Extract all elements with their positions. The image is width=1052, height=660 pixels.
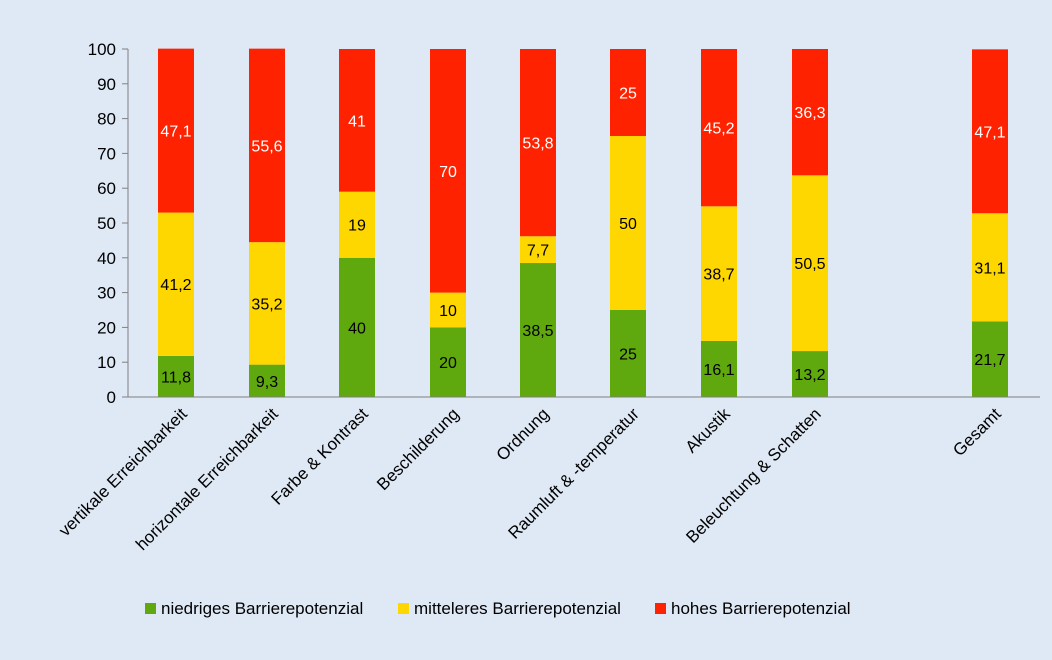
data-label: 41 — [348, 113, 366, 130]
legend: niedriges Barrierepotenzial mitteleres Ba… — [145, 599, 851, 618]
bars: 11,8 41,2 47,1 9,3 35,2 55,6 40 19 41 20 10 70 38,5 7… — [158, 48, 1008, 397]
data-label: 50,5 — [794, 256, 825, 273]
y-tick-label: 100 — [88, 40, 116, 59]
bar-segment — [610, 136, 646, 310]
data-label: 35,2 — [251, 296, 282, 313]
data-label: 19 — [348, 218, 366, 235]
bar-segment — [158, 48, 194, 213]
y-axis: 0 10 20 30 40 50 60 70 80 90 100 — [88, 40, 129, 407]
bar-segment — [249, 48, 285, 243]
bar-segment — [701, 340, 737, 397]
bar-segment — [249, 242, 285, 365]
bar-segment — [430, 49, 466, 293]
legend-label: mitteleres Barrierepotenzial — [414, 599, 621, 618]
data-label: 36,3 — [794, 105, 825, 122]
y-tick-label: 40 — [97, 249, 116, 268]
legend-label: hohes Barrierepotenzial — [671, 599, 851, 618]
bar-segment — [972, 321, 1008, 397]
data-label: 41,2 — [160, 277, 191, 294]
bar-segment — [339, 49, 375, 192]
bar-segment — [701, 49, 737, 207]
bar-segment — [972, 213, 1008, 322]
x-tick-label: Beschilderung — [373, 404, 463, 494]
legend-label: niedriges Barrierepotenzial — [161, 599, 363, 618]
data-label: 7,7 — [527, 243, 549, 260]
data-label: 70 — [439, 164, 457, 181]
y-tick-label: 30 — [97, 284, 116, 303]
y-tick-label: 90 — [97, 75, 116, 94]
y-tick-label: 60 — [97, 179, 116, 198]
bar-segment — [972, 49, 1008, 214]
data-label: 11,8 — [161, 369, 191, 386]
bar-segment — [430, 292, 466, 328]
data-label: 20 — [439, 355, 457, 372]
bar-segment — [249, 364, 285, 397]
data-label: 47,1 — [974, 124, 1005, 141]
data-label: 9,3 — [256, 374, 278, 391]
data-label: 31,1 — [974, 260, 1005, 277]
data-label: 13,2 — [794, 367, 825, 384]
data-label: 53,8 — [522, 136, 553, 153]
y-tick-label: 0 — [107, 388, 116, 407]
bar-segment — [520, 263, 556, 397]
bar-segment — [158, 355, 194, 397]
bar-segment — [520, 49, 556, 237]
bar-segment — [520, 236, 556, 264]
legend-swatch — [145, 603, 156, 614]
y-tick-label: 70 — [97, 144, 116, 163]
data-label: 40 — [348, 320, 366, 337]
bar-segment — [792, 49, 828, 176]
data-label: 25 — [619, 347, 637, 364]
bar-segment — [339, 257, 375, 397]
bar-segment — [158, 212, 194, 356]
y-tick-label: 50 — [97, 214, 116, 233]
y-tick-label: 80 — [97, 110, 116, 129]
data-label: 47,1 — [160, 124, 191, 141]
data-label: 10 — [439, 303, 457, 320]
data-label: 50 — [619, 216, 637, 233]
bar-segment — [610, 49, 646, 136]
bar-segment — [792, 351, 828, 397]
legend-swatch — [398, 603, 409, 614]
data-label: 45,2 — [703, 121, 734, 138]
bar-segment — [610, 310, 646, 397]
x-tick-label: Farbe & Kontrast — [268, 404, 372, 508]
y-tick-label: 20 — [97, 318, 116, 337]
bar-segment — [701, 206, 737, 341]
bar-segment — [792, 175, 828, 352]
x-tick-label: Gesamt — [949, 404, 1005, 460]
y-tick-label: 10 — [97, 353, 116, 372]
data-label: 25 — [619, 86, 637, 103]
legend-swatch — [655, 603, 666, 614]
data-label: 16,1 — [703, 362, 734, 379]
data-label: 55,6 — [251, 138, 282, 155]
data-label: 38,5 — [522, 323, 553, 340]
bar-segment — [430, 327, 466, 397]
x-tick-label: Ordnung — [493, 404, 553, 464]
data-label: 21,7 — [974, 352, 1005, 369]
bar-segment — [339, 191, 375, 258]
x-tick-label: Akustik — [682, 404, 735, 457]
data-label: 38,7 — [703, 267, 734, 284]
